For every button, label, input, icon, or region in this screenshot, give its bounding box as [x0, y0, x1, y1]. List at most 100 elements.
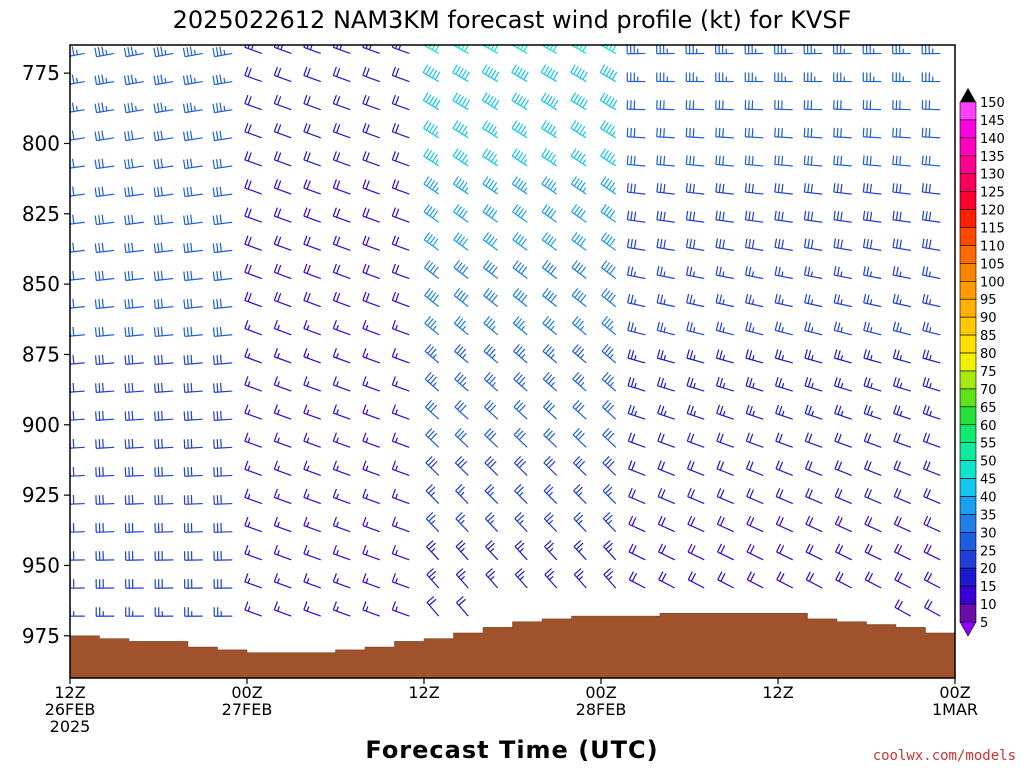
wind-barb	[423, 176, 440, 195]
wind-barb	[362, 94, 380, 111]
wind-barb	[540, 92, 559, 111]
wind-barb	[483, 399, 499, 420]
wind-barb	[70, 410, 85, 421]
y-tick-label: 775	[22, 61, 60, 85]
wind-barb	[95, 579, 115, 589]
wind-barb	[715, 155, 734, 167]
wind-barb	[332, 601, 351, 617]
wind-barb	[362, 151, 380, 167]
wind-barb	[892, 266, 911, 280]
wind-barb	[685, 210, 705, 223]
wind-barb	[922, 432, 941, 448]
wind-barb	[544, 540, 558, 561]
wind-barb	[303, 545, 321, 561]
wind-barb	[303, 45, 321, 55]
wind-barb	[511, 176, 528, 195]
wind-barb	[303, 488, 321, 505]
wind-barb	[572, 372, 587, 392]
colorbar-label: 35	[980, 508, 997, 523]
wind-barb	[183, 438, 203, 449]
wind-barb	[70, 523, 85, 533]
wind-barb	[658, 571, 676, 589]
wind-barb	[834, 432, 852, 448]
colorbar-cell	[959, 460, 977, 479]
wind-barb	[862, 72, 882, 83]
wind-barb	[273, 376, 292, 392]
wind-barb	[182, 102, 203, 114]
wind-barb	[391, 601, 410, 617]
colorbar-cell	[959, 424, 977, 443]
wind-barb	[628, 488, 646, 505]
y-tick-label: 925	[22, 483, 60, 507]
wind-barb	[332, 488, 351, 505]
speed-colorbar: 5 10 15 20 25 30 35 40 45 50 55 60 65 70 75 80 85 90 95 100…	[959, 88, 1005, 637]
wind-barb	[244, 404, 262, 420]
colorbar-cell	[959, 370, 977, 390]
wind-barb	[362, 376, 380, 392]
colorbar-cell	[959, 155, 977, 175]
wind-barb	[455, 540, 469, 561]
wind-barb	[656, 183, 675, 195]
colorbar-label: 105	[980, 257, 1005, 272]
y-tick-label: 825	[22, 202, 60, 226]
wind-barb	[124, 158, 144, 170]
wind-barb	[835, 543, 853, 561]
wind-barb	[452, 176, 469, 195]
wind-barb	[686, 460, 705, 476]
wind-barb	[332, 207, 351, 223]
wind-barb	[391, 123, 410, 139]
wind-barb	[600, 148, 617, 167]
wind-barb	[601, 316, 617, 336]
wind-barb	[123, 102, 144, 114]
wind-barb	[776, 543, 794, 561]
wind-barb	[627, 377, 646, 392]
y-tick-label: 875	[22, 342, 60, 366]
wind-barb	[805, 488, 823, 505]
y-axis: 775 800 825 850 875 900 925 950 975	[22, 61, 70, 648]
colorbar-label: 40	[980, 490, 997, 505]
wind-barb	[423, 120, 440, 139]
wind-barb	[425, 512, 440, 533]
wind-barb	[124, 410, 144, 421]
wind-barb	[542, 316, 558, 336]
wind-barb	[153, 270, 174, 282]
wind-barb	[362, 319, 380, 336]
wind-barb	[391, 404, 410, 420]
wind-barb	[541, 204, 558, 223]
wind-barb	[422, 92, 441, 111]
wind-barb	[863, 404, 882, 420]
wind-barb	[183, 158, 203, 170]
wind-barb	[153, 102, 174, 114]
colorbar-cell	[959, 585, 977, 605]
wind-barb	[657, 488, 675, 505]
wind-barb	[244, 263, 262, 280]
wind-barb	[892, 183, 911, 195]
wind-barb	[182, 130, 203, 142]
wind-barb	[626, 266, 646, 280]
wind-barb	[303, 151, 321, 167]
wind-barb	[213, 410, 233, 421]
colorbar-cell	[959, 478, 977, 497]
wind-barb	[775, 404, 793, 420]
wind-barb	[627, 349, 646, 364]
wind-barb	[452, 64, 470, 83]
wind-barb	[425, 484, 440, 504]
wind-barb	[303, 404, 321, 420]
wind-barb	[154, 551, 174, 561]
wind-barb	[570, 64, 588, 83]
wind-barb	[512, 232, 528, 251]
wind-barb	[862, 210, 882, 223]
colorbar-top-arrow	[960, 88, 976, 102]
wind-barb	[834, 460, 852, 476]
wind-barb	[482, 176, 499, 195]
wind-barb	[153, 242, 174, 254]
wind-barb	[833, 183, 852, 195]
wind-barb	[774, 349, 793, 364]
wind-barb	[332, 432, 351, 448]
wind-barb	[714, 45, 734, 55]
wind-barb	[95, 410, 115, 421]
wind-barb	[715, 72, 734, 83]
wind-barb	[244, 207, 262, 223]
wind-barb	[124, 466, 144, 477]
